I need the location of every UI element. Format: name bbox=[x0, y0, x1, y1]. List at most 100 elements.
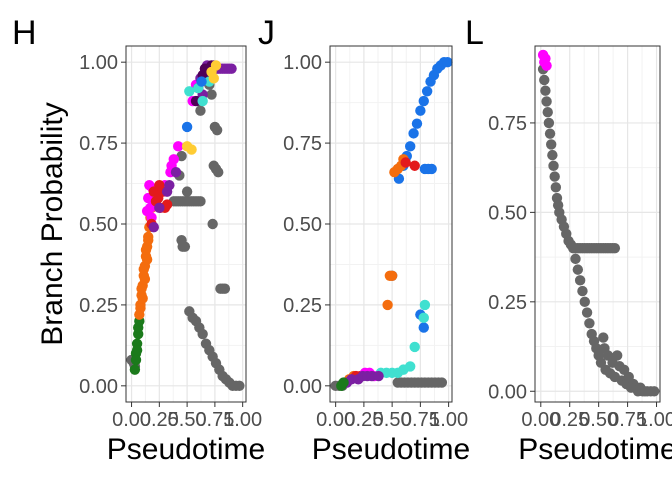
data-point bbox=[418, 322, 429, 333]
data-point bbox=[411, 118, 423, 129]
data-point bbox=[161, 199, 173, 210]
data-point bbox=[400, 157, 411, 168]
data-point bbox=[143, 234, 154, 246]
y-axis-title: Branch Probability bbox=[36, 102, 69, 345]
data-point bbox=[419, 299, 431, 311]
x-tick-label: 0.75 bbox=[401, 409, 440, 431]
data-point bbox=[141, 205, 153, 217]
data-point bbox=[141, 254, 153, 265]
data-point bbox=[211, 124, 223, 136]
data-point bbox=[584, 318, 595, 329]
data-point bbox=[649, 386, 660, 397]
y-tick-label: 0.75 bbox=[488, 113, 527, 135]
data-point bbox=[184, 86, 195, 97]
data-point bbox=[338, 377, 349, 388]
x-tick-label: 0.00 bbox=[316, 409, 355, 431]
data-point bbox=[179, 241, 191, 252]
data-point bbox=[609, 242, 621, 254]
data-point bbox=[226, 63, 237, 74]
data-point bbox=[547, 149, 558, 161]
x-tick-label: 0.50 bbox=[373, 409, 412, 431]
data-point bbox=[186, 144, 197, 155]
data-point bbox=[135, 302, 146, 314]
panel-2: 0.000.250.500.750.000.250.500.751.00Pseu… bbox=[465, 14, 672, 466]
data-point bbox=[611, 350, 623, 361]
panel-1: 0.000.250.500.751.000.000.250.500.751.00… bbox=[258, 14, 470, 466]
data-point bbox=[409, 160, 420, 171]
data-point bbox=[541, 96, 552, 107]
x-tick-label: 0.25 bbox=[344, 409, 383, 431]
data-point bbox=[543, 117, 555, 129]
data-point bbox=[544, 128, 556, 139]
y-tick-label: 0.00 bbox=[283, 376, 322, 398]
data-point bbox=[197, 95, 208, 107]
y-tick-label: 0.25 bbox=[488, 292, 527, 314]
data-point bbox=[140, 244, 152, 256]
data-point bbox=[373, 370, 384, 382]
data-point bbox=[176, 150, 187, 162]
x-axis-title: Pseudotime bbox=[312, 433, 470, 466]
y-tick-label: 1.00 bbox=[283, 52, 322, 74]
data-point bbox=[170, 167, 182, 178]
data-point bbox=[138, 264, 149, 275]
data-point bbox=[210, 60, 222, 71]
y-tick-label: 0.25 bbox=[283, 295, 322, 317]
x-tick-label: 0.00 bbox=[521, 409, 560, 431]
data-point bbox=[234, 380, 245, 392]
data-point bbox=[139, 273, 151, 285]
data-point bbox=[207, 218, 218, 230]
data-point bbox=[213, 167, 224, 178]
x-tick-label: 0.75 bbox=[195, 409, 234, 431]
data-point bbox=[195, 105, 206, 116]
data-point bbox=[130, 354, 142, 366]
data-point bbox=[181, 186, 193, 197]
data-point bbox=[426, 163, 437, 175]
data-point bbox=[436, 377, 448, 388]
data-point bbox=[164, 179, 175, 191]
data-point bbox=[540, 85, 551, 96]
y-tick-label: 0.00 bbox=[488, 381, 527, 403]
panel-border bbox=[534, 45, 661, 403]
data-point bbox=[548, 160, 559, 172]
data-point bbox=[550, 182, 562, 193]
y-tick-label: 0.50 bbox=[79, 214, 118, 236]
x-tick-label: 1.00 bbox=[429, 409, 468, 431]
data-point bbox=[539, 74, 550, 86]
data-point bbox=[386, 270, 398, 281]
y-tick-label: 1.00 bbox=[79, 52, 118, 74]
data-point bbox=[181, 121, 193, 133]
data-point bbox=[195, 196, 206, 207]
data-point bbox=[581, 307, 593, 318]
data-point bbox=[577, 285, 588, 297]
data-point bbox=[549, 171, 560, 182]
x-axis-title: Pseudotime bbox=[107, 433, 265, 466]
data-point bbox=[421, 86, 433, 97]
data-point bbox=[148, 222, 159, 233]
data-point bbox=[131, 345, 143, 356]
data-point bbox=[415, 105, 426, 116]
x-tick-label: 1.00 bbox=[223, 409, 262, 431]
y-tick-label: 0.50 bbox=[283, 214, 322, 236]
data-point bbox=[418, 312, 429, 324]
x-tick-label: 0.75 bbox=[608, 409, 647, 431]
x-tick-label: 0.25 bbox=[140, 409, 179, 431]
data-point bbox=[409, 341, 420, 353]
data-point bbox=[129, 364, 141, 375]
panel-label: L bbox=[465, 14, 484, 52]
data-point bbox=[546, 139, 557, 150]
y-tick-label: 0.75 bbox=[283, 133, 322, 155]
data-point bbox=[206, 89, 217, 100]
data-point bbox=[598, 332, 609, 343]
data-point bbox=[382, 299, 393, 311]
y-tick-label: 0.50 bbox=[488, 202, 527, 224]
data-point bbox=[219, 283, 231, 294]
x-axis-title: Pseudotime bbox=[518, 433, 672, 466]
data-point bbox=[572, 264, 584, 275]
data-point bbox=[136, 283, 147, 294]
data-point bbox=[442, 56, 453, 68]
data-point bbox=[541, 60, 552, 71]
panel-label: H bbox=[12, 14, 37, 52]
data-point bbox=[154, 179, 165, 191]
data-point bbox=[570, 253, 581, 265]
